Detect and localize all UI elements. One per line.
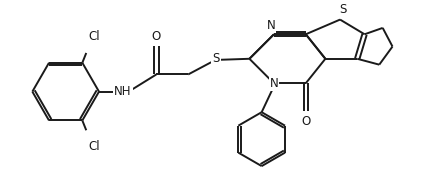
Text: N: N <box>267 19 275 32</box>
Text: O: O <box>152 30 161 43</box>
Text: Cl: Cl <box>88 140 100 153</box>
Text: S: S <box>339 3 346 16</box>
Text: NH: NH <box>114 85 132 98</box>
Text: N: N <box>270 77 278 90</box>
Text: O: O <box>301 114 310 127</box>
Text: Cl: Cl <box>88 30 100 43</box>
Text: S: S <box>213 52 220 65</box>
